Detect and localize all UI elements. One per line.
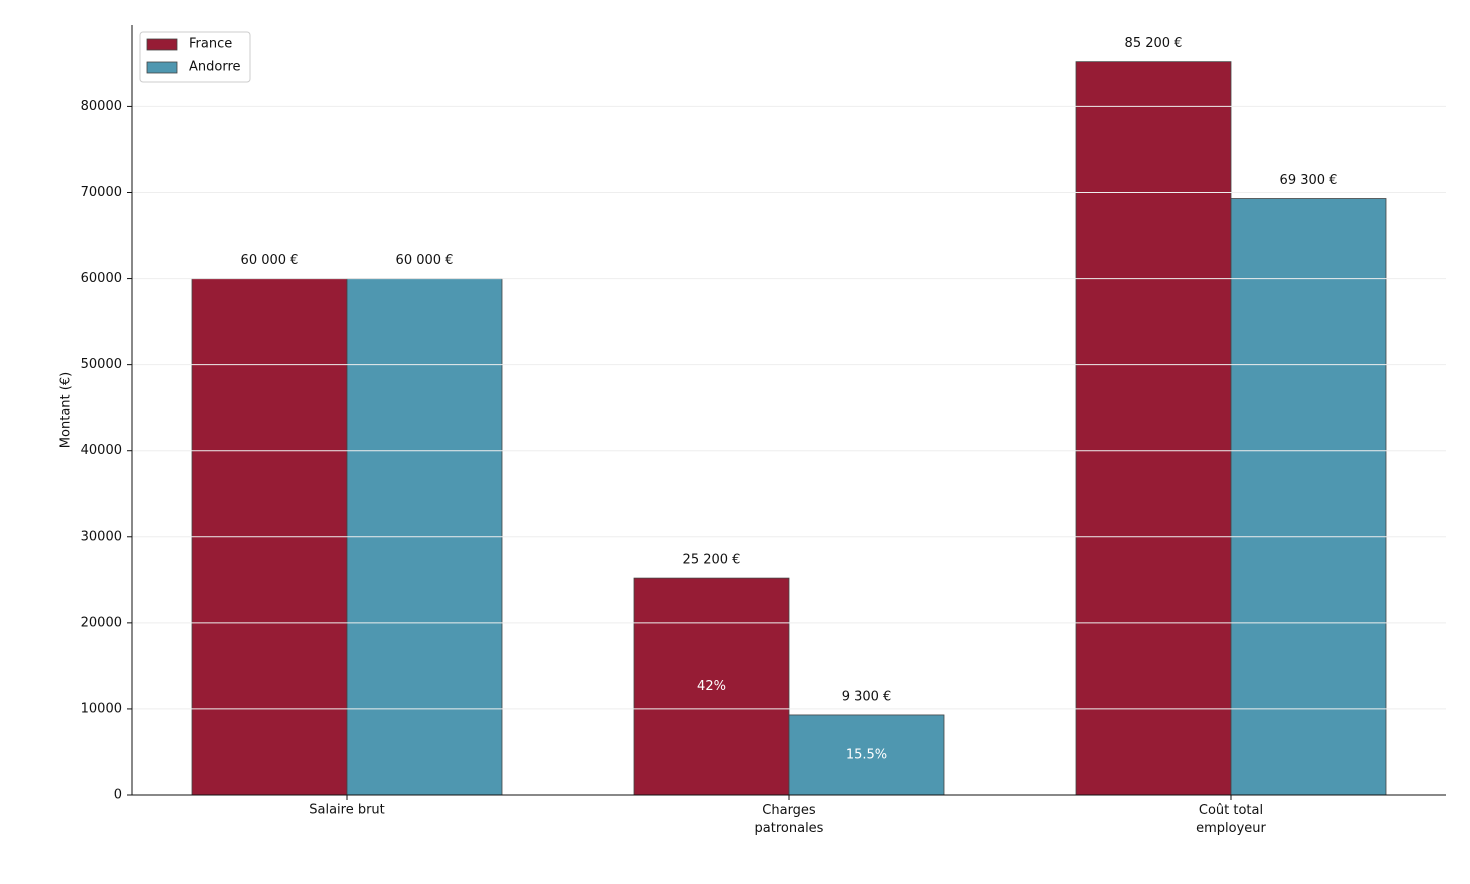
y-tick-label: 0 — [114, 788, 122, 803]
legend-swatch — [146, 61, 178, 74]
x-tick-label: Salaire brut — [309, 803, 385, 818]
legend-label: Andorre — [189, 60, 241, 75]
rate-label: 42% — [697, 679, 726, 694]
y-axis-label: Montant (€) — [59, 372, 74, 448]
bar — [633, 577, 790, 796]
bar — [1230, 198, 1387, 796]
value-label: 69 300 € — [1280, 173, 1338, 188]
bar — [788, 714, 945, 796]
legend: France Andorre — [139, 31, 251, 83]
y-tick-label: 20000 — [81, 615, 122, 630]
value-label: 9 300 € — [842, 689, 892, 704]
y-tick-label: 30000 — [81, 529, 122, 544]
value-label: 60 000 € — [241, 253, 299, 268]
y-tick-label: 80000 — [81, 99, 122, 114]
x-tick-label: Coût total employeur — [1196, 803, 1266, 836]
value-label: 60 000 € — [396, 253, 454, 268]
value-label: 25 200 € — [683, 553, 741, 568]
y-tick-label: 10000 — [81, 701, 122, 716]
y-tick-label: 40000 — [81, 443, 122, 458]
legend-label: France — [189, 37, 232, 52]
y-tick-label: 70000 — [81, 185, 122, 200]
y-tick-label: 60000 — [81, 271, 122, 286]
rate-label: 15.5% — [846, 747, 887, 762]
value-label: 85 200 € — [1125, 36, 1183, 51]
legend-swatch — [146, 38, 178, 51]
bar — [1075, 61, 1232, 796]
y-tick-label: 50000 — [81, 357, 122, 372]
x-tick-label: Charges patronales — [755, 803, 824, 836]
